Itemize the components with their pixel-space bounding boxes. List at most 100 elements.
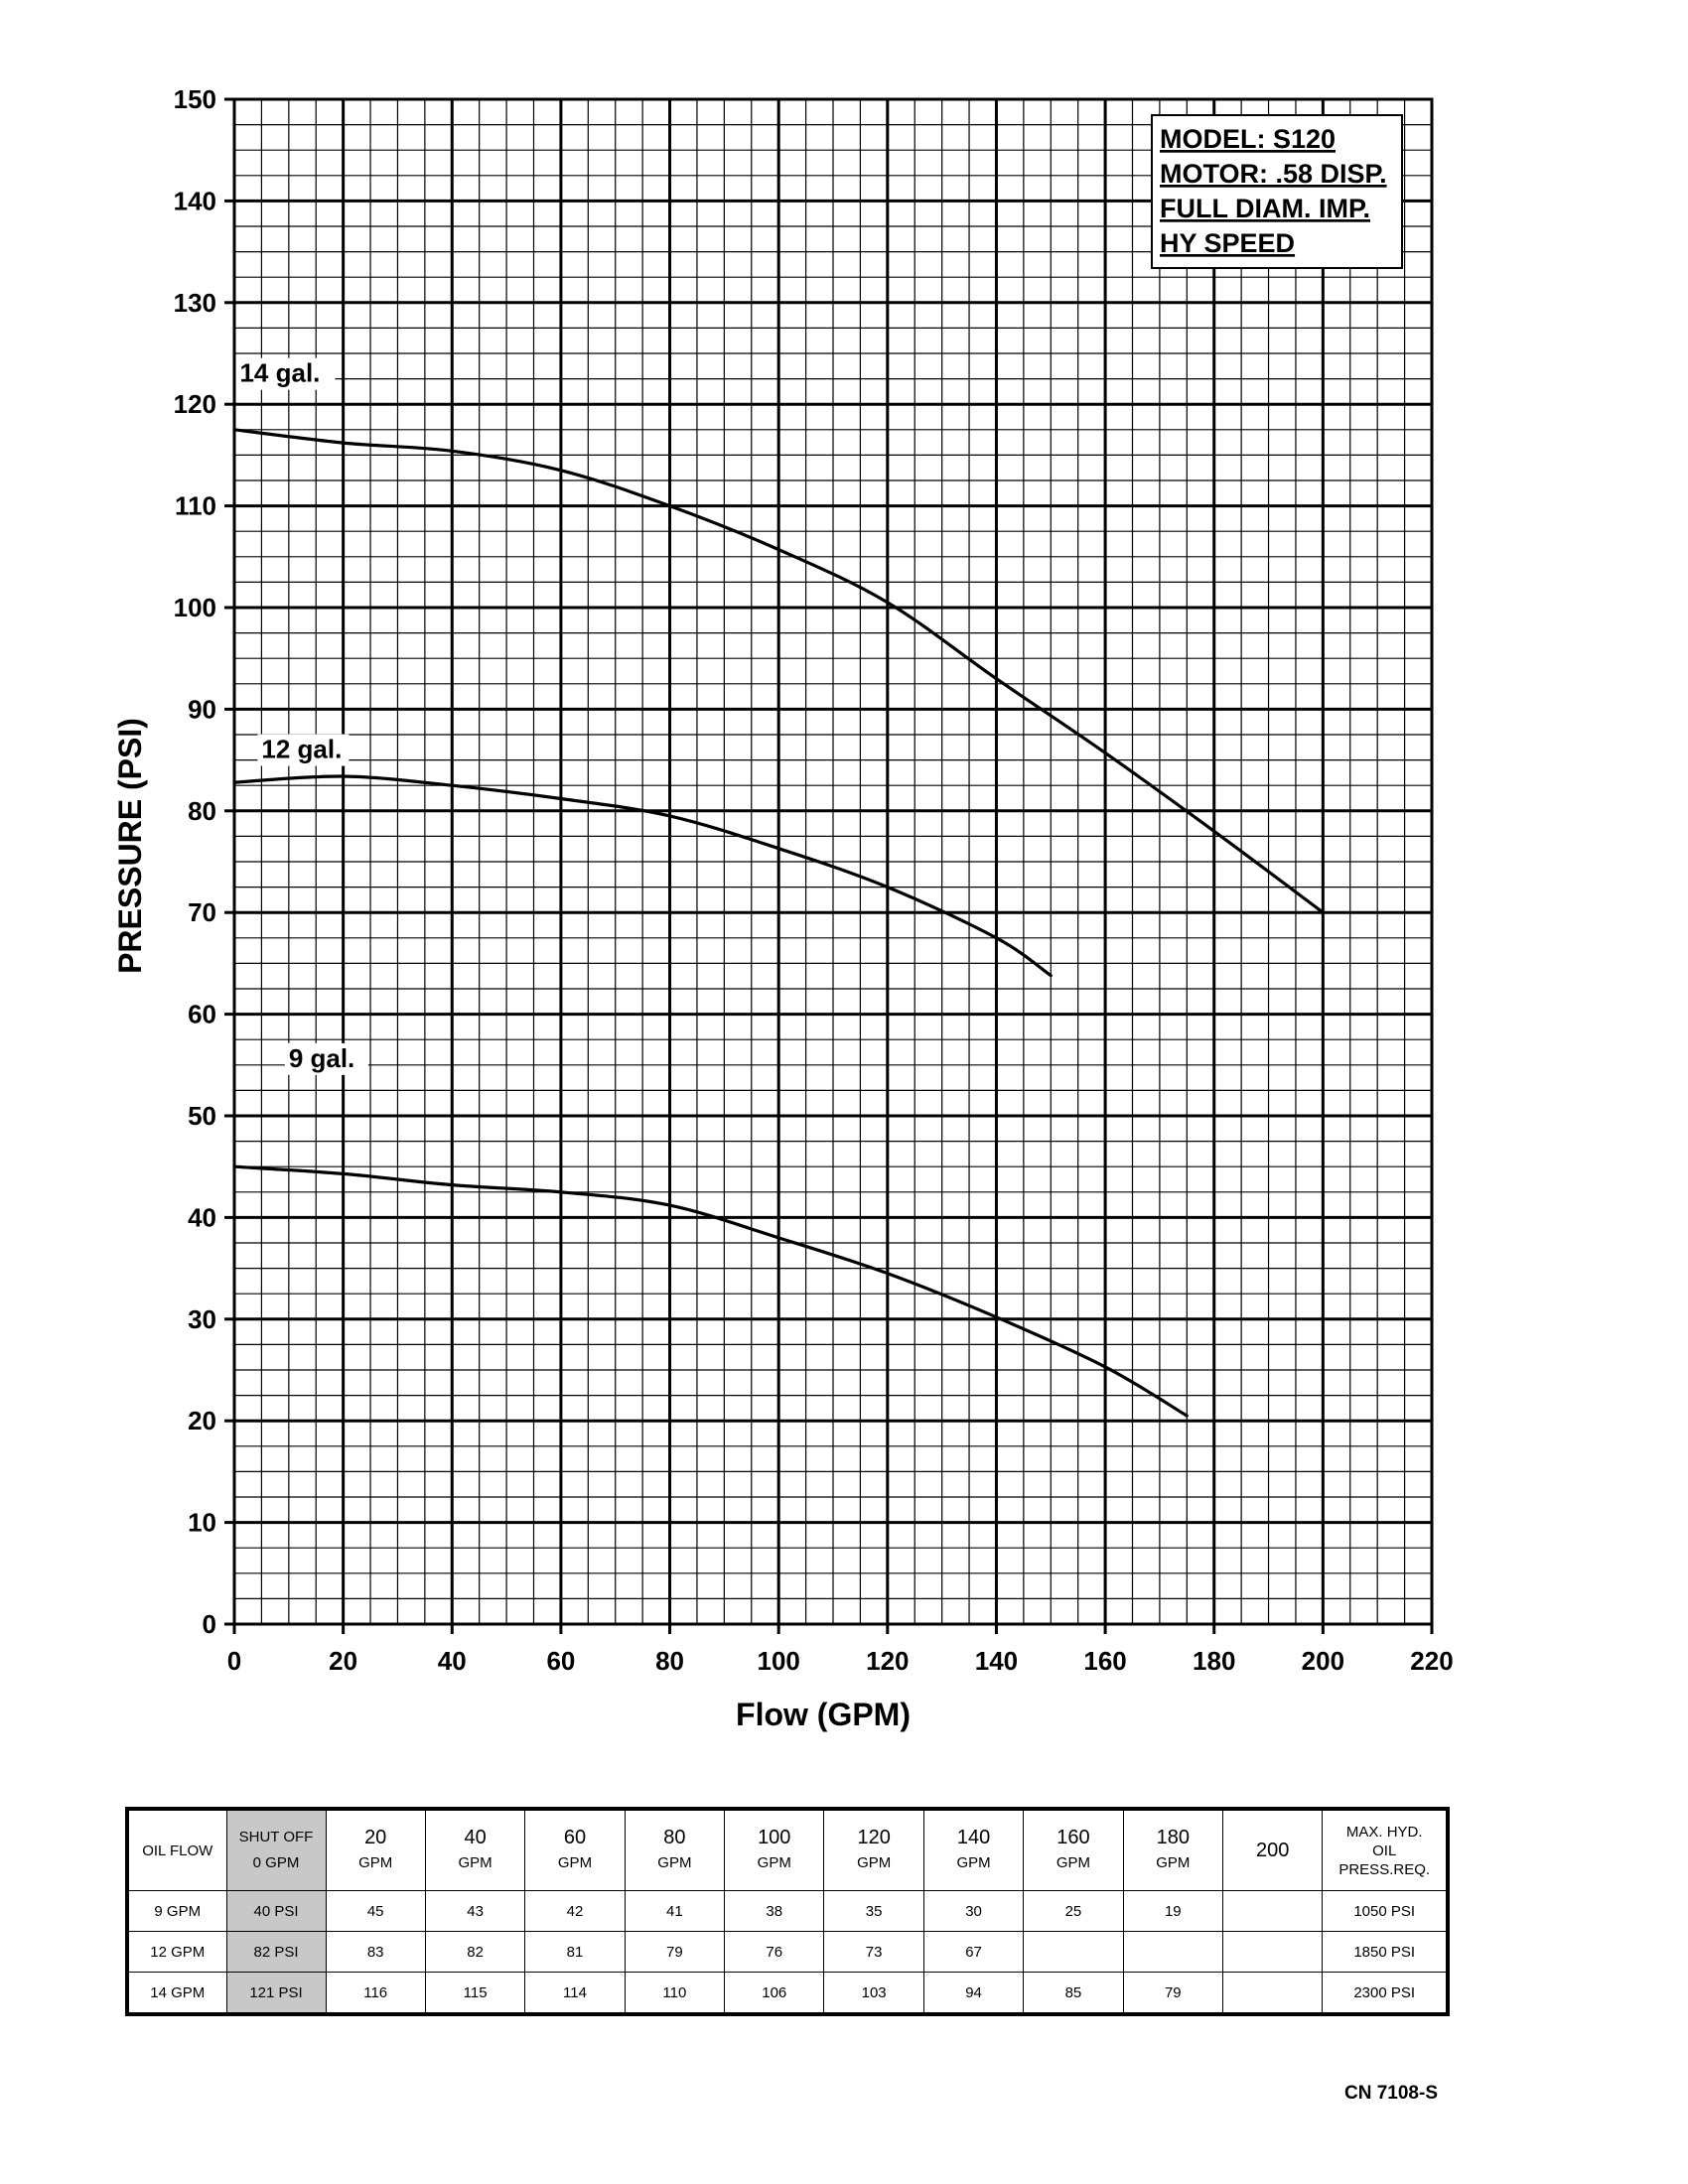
series-label-bg [235,357,336,390]
x-tick-label: 160 [1083,1646,1126,1676]
table-cell: 94 [922,1972,1025,2015]
major-gridlines [234,99,1432,1624]
series-label-12-gal: 12 gal. [257,734,350,766]
flow-col-number: 40 [464,1827,487,1848]
series-label-bg [284,1042,368,1075]
flow-col-unit: GPM [557,1854,593,1871]
flow-col-header: 40 GPM [424,1808,526,1891]
series-label-14-gal: 14 gal. [235,357,336,390]
flow-col-number: 160 [1056,1827,1090,1848]
table-cell: 76 [724,1931,825,1973]
table-cell: 79 [1122,1972,1224,2015]
flow-col-header: 140 GPM [922,1808,1025,1891]
x-tick-label: 40 [438,1646,467,1676]
table-cell: 85 [1023,1972,1124,2015]
x-axis-title: Flow (GPM) [736,1697,911,1732]
flow-col-header: 200 [1222,1808,1324,1891]
curve-9-gal [232,1164,1189,1418]
flow-col-header: 100 GPM [724,1808,825,1891]
flow-col-header: 120 GPM [823,1808,924,1891]
x-tick-label: 60 [546,1646,575,1676]
flow-col-header: 80 GPM [624,1808,726,1891]
table-cell [1122,1931,1224,1973]
row-label: 14 GPM [126,1972,227,2015]
shutoff-header-bottom: 0 GPM [252,1854,300,1871]
y-tick-labels: 0 10 20 30 40 50 60 70 80 90 100 110 120 130 140 150 [174,84,216,1639]
pressure-curves [232,428,1325,1418]
flow-col-number: 200 [1256,1840,1290,1861]
flow-col-number: 180 [1156,1827,1190,1848]
y-tick-label: 130 [174,288,216,318]
table-cell: 25 [1023,1890,1124,1932]
series-labels: 14 gal. 12 gal. 9 gal. [235,357,368,1075]
x-tick-label: 200 [1302,1646,1344,1676]
performance-table: OIL FLOW SHUT OFF 0 GPM 20 GPM 40 GPM 60 GPM 8… [125,1807,1450,2016]
flow-col-header: 20 GPM [325,1808,426,1891]
table-row: 12 GPM 82 PSI 83 82 81 79 76 73 67 1850 PSI [126,1931,1449,1973]
flow-col-unit: GPM [358,1854,393,1871]
max-pressure-header: MAX. HYD. OIL PRESS.REQ. [1322,1808,1449,1891]
y-tick-label: 90 [188,694,216,724]
table-row: 9 GPM 40 PSI 45 43 42 41 38 35 30 25 19 1050 PSI [126,1890,1449,1932]
y-tick-label: 20 [188,1406,216,1435]
max-pressure-cell: 1050 PSI [1322,1890,1449,1932]
x-tick-label: 120 [866,1646,909,1676]
table-cell: 42 [524,1890,626,1932]
flow-col-unit: GPM [1055,1854,1091,1871]
table-cell [1023,1931,1124,1973]
row-label: 12 GPM [126,1931,227,1973]
flow-col-number: 120 [857,1827,891,1848]
table-cell: 79 [624,1931,726,1973]
shutoff-cell: 40 PSI [225,1890,327,1932]
y-tick-label: 60 [188,1000,216,1029]
flow-col-number: 80 [663,1827,686,1848]
model-info-box: MODEL: S120 MOTOR: .58 DISP. FULL DIAM. … [1151,114,1403,269]
y-tick-label: 0 [203,1609,216,1639]
flow-col-header: 60 GPM [524,1808,626,1891]
max-pressure-cell: 1850 PSI [1322,1931,1449,1973]
y-tick-label: 100 [174,593,216,622]
y-tick-label: 10 [188,1508,216,1538]
max-pressure-header-line: PRESS.REQ. [1338,1860,1431,1878]
table-cell [1222,1972,1324,2015]
model-line-4: HY SPEED [1160,228,1295,258]
table-cell: 30 [922,1890,1025,1932]
y-tick-label: 110 [175,491,216,521]
minor-gridlines [234,99,1432,1624]
series-label-text: 9 gal. [289,1043,354,1073]
table-header-row: OIL FLOW SHUT OFF 0 GPM 20 GPM 40 GPM 60 GPM 8… [126,1808,1449,1891]
y-tick-label: 40 [188,1202,216,1232]
flow-col-unit: GPM [757,1854,791,1871]
series-label-bg [257,734,350,766]
x-tick-label: 180 [1193,1646,1235,1676]
y-tick-label: 140 [174,186,216,215]
table-cell: 81 [524,1931,626,1973]
table-cell: 115 [424,1972,526,2015]
x-tick-label: 20 [329,1646,357,1676]
table-cell: 41 [624,1890,726,1932]
table-cell: 106 [724,1972,825,2015]
flow-col-unit: GPM [956,1854,991,1871]
model-line-3: FULL DIAM. IMP. [1160,194,1370,223]
axis-ticks [224,97,1434,1634]
max-pressure-cell: 2300 PSI [1322,1972,1449,2015]
y-axis-title: PRESSURE (PSI) [112,718,148,974]
x-tick-label: 140 [975,1646,1018,1676]
y-tick-label: 50 [188,1101,216,1131]
flow-col-unit: GPM [458,1854,492,1871]
table-cell: 116 [325,1972,426,2015]
flow-col-unit: GPM [1156,1854,1191,1871]
y-tick-label: 70 [188,897,216,927]
table-cell: 103 [823,1972,924,2015]
y-tick-label: 30 [188,1304,216,1334]
document-code: CN 7108-S [1344,2083,1438,2104]
plot-frame [232,97,1434,1626]
table-cell [1222,1890,1324,1932]
y-tick-label: 80 [188,796,216,826]
x-tick-label: 100 [757,1646,799,1676]
flow-col-header: 160 GPM [1023,1808,1124,1891]
curve-12-gal [232,774,1053,978]
table-cell: 45 [325,1890,426,1932]
table-cell: 38 [724,1890,825,1932]
shutoff-cell: 121 PSI [225,1972,327,2015]
